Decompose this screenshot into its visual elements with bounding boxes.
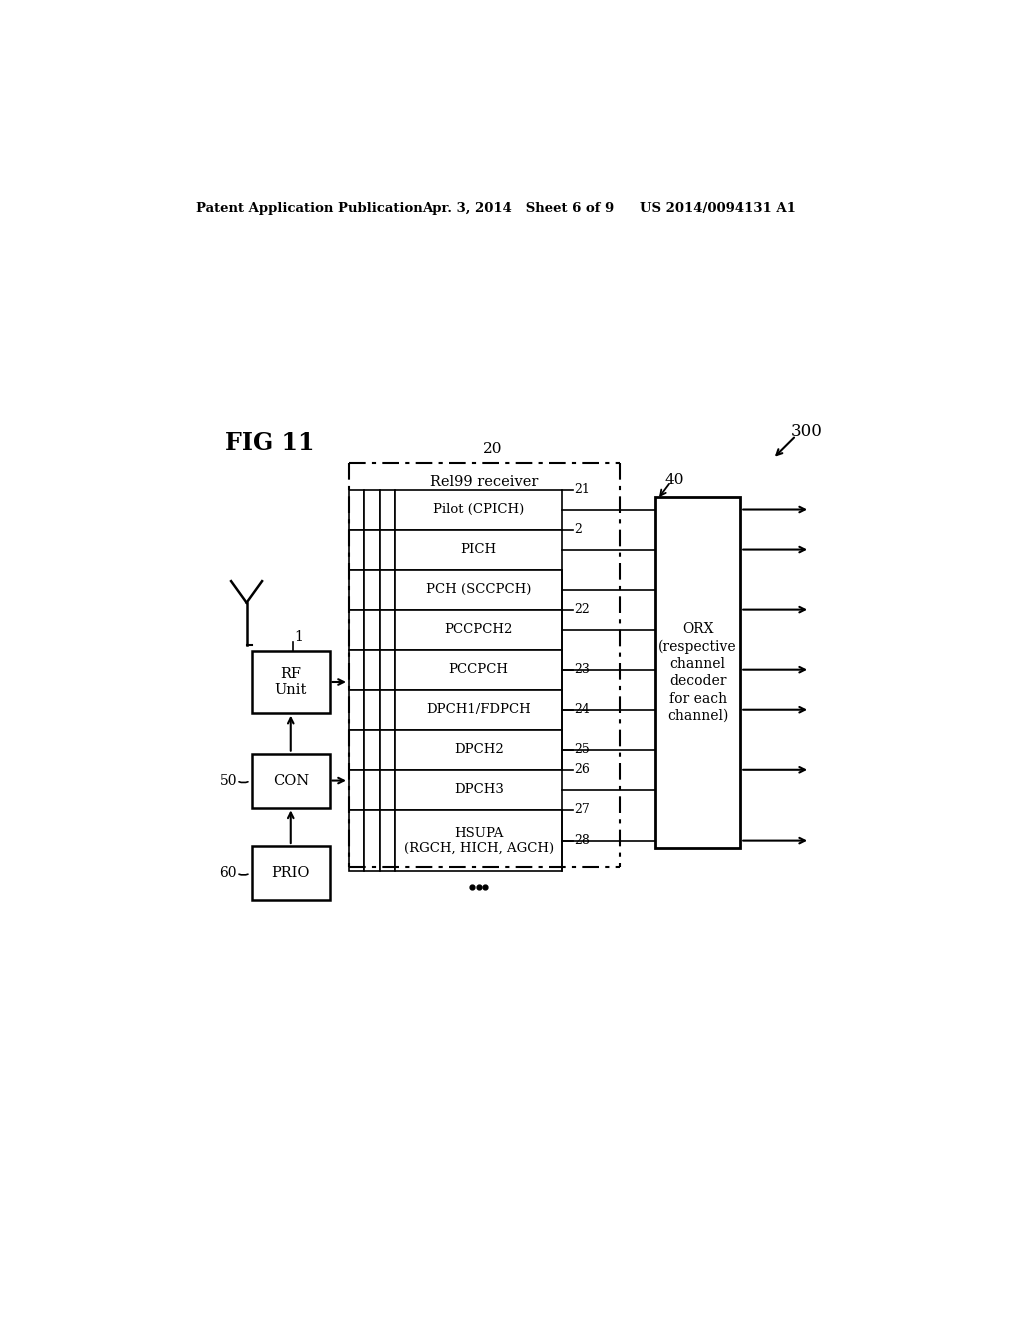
Bar <box>380 810 395 871</box>
Text: DPCH3: DPCH3 <box>454 783 504 796</box>
Bar <box>380 730 395 770</box>
Text: 26: 26 <box>574 763 590 776</box>
Bar <box>365 689 380 730</box>
Text: 60: 60 <box>219 866 237 880</box>
Text: 23: 23 <box>574 663 590 676</box>
Text: CON: CON <box>272 774 309 788</box>
Bar <box>380 490 395 529</box>
Bar <box>252 651 330 713</box>
Text: FIG 11: FIG 11 <box>225 432 314 455</box>
Bar <box>380 610 395 649</box>
Bar <box>365 810 380 871</box>
Bar <box>349 610 365 649</box>
Bar <box>252 846 330 900</box>
Bar <box>655 498 740 847</box>
Bar <box>349 490 365 529</box>
Text: ORX
(respective
channel
decoder
for each
channel): ORX (respective channel decoder for each… <box>658 622 737 723</box>
Bar <box>395 649 562 689</box>
Bar <box>380 770 395 810</box>
Text: 40: 40 <box>665 474 684 487</box>
Bar <box>365 529 380 570</box>
Text: Apr. 3, 2014   Sheet 6 of 9: Apr. 3, 2014 Sheet 6 of 9 <box>423 202 614 215</box>
Bar <box>395 490 562 529</box>
Bar <box>365 570 380 610</box>
Bar <box>395 529 562 570</box>
Text: 25: 25 <box>574 743 590 756</box>
Bar <box>349 730 365 770</box>
Text: 1: 1 <box>295 631 303 644</box>
Bar <box>395 810 562 871</box>
Text: 22: 22 <box>574 603 590 616</box>
Bar <box>349 689 365 730</box>
Bar <box>395 689 562 730</box>
Text: Pilot (CPICH): Pilot (CPICH) <box>433 503 524 516</box>
Text: PRIO: PRIO <box>271 866 310 880</box>
Text: US 2014/0094131 A1: US 2014/0094131 A1 <box>640 202 796 215</box>
Bar <box>252 754 330 808</box>
Bar <box>349 770 365 810</box>
Text: 50: 50 <box>219 774 237 788</box>
Bar <box>365 770 380 810</box>
Bar <box>365 490 380 529</box>
Text: 24: 24 <box>574 704 590 717</box>
Bar <box>380 529 395 570</box>
Bar <box>395 730 562 770</box>
Bar <box>395 770 562 810</box>
Text: DPCH2: DPCH2 <box>454 743 504 756</box>
Text: RF
Unit: RF Unit <box>274 667 307 697</box>
Bar <box>365 610 380 649</box>
Bar <box>380 649 395 689</box>
Text: 28: 28 <box>574 834 590 847</box>
Text: 300: 300 <box>791 424 822 441</box>
Text: 20: 20 <box>482 442 502 455</box>
Text: 2: 2 <box>574 523 583 536</box>
Bar <box>349 529 365 570</box>
Text: Rel99 receiver: Rel99 receiver <box>430 475 539 488</box>
Bar <box>349 649 365 689</box>
Bar <box>380 689 395 730</box>
Bar <box>395 610 562 649</box>
Text: Patent Application Publication: Patent Application Publication <box>197 202 423 215</box>
Text: PCCPCH2: PCCPCH2 <box>444 623 513 636</box>
Text: PICH: PICH <box>461 543 497 556</box>
Text: PCCPCH: PCCPCH <box>449 663 509 676</box>
Bar <box>365 649 380 689</box>
Bar <box>365 730 380 770</box>
Bar <box>349 810 365 871</box>
Bar <box>380 570 395 610</box>
Text: HSUPA
(RGCH, HICH, AGCH): HSUPA (RGCH, HICH, AGCH) <box>403 826 554 854</box>
Text: DPCH1/FDPCH: DPCH1/FDPCH <box>426 704 531 717</box>
Text: 27: 27 <box>574 804 590 816</box>
Bar <box>349 570 365 610</box>
Bar <box>395 570 562 610</box>
Text: PCH (SCCPCH): PCH (SCCPCH) <box>426 583 531 597</box>
Text: 21: 21 <box>574 483 590 496</box>
